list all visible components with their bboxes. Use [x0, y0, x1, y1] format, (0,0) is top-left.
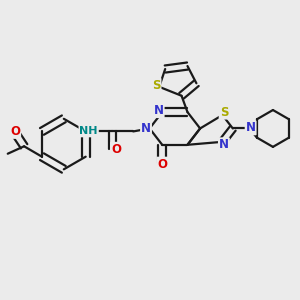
Text: N: N	[219, 138, 229, 151]
Text: N: N	[246, 122, 256, 134]
Text: N: N	[154, 104, 164, 117]
Text: S: S	[220, 106, 228, 118]
Text: O: O	[111, 143, 121, 156]
Text: S: S	[152, 79, 160, 92]
Text: O: O	[157, 158, 167, 171]
Text: NH: NH	[80, 126, 98, 136]
Text: N: N	[141, 122, 151, 135]
Text: O: O	[10, 125, 20, 138]
